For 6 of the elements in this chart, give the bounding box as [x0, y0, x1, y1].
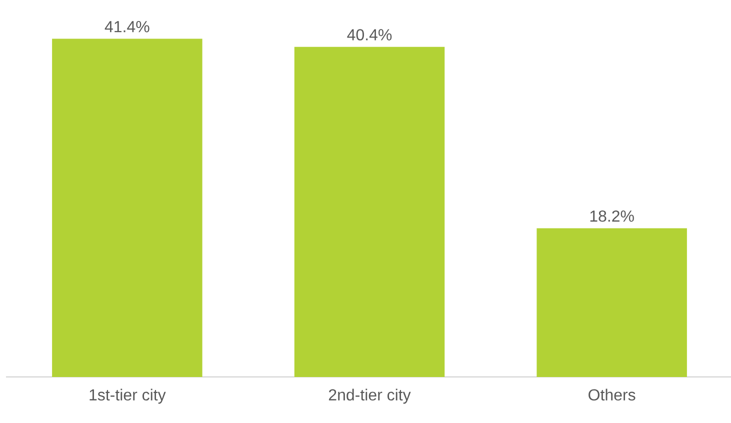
data-label: 41.4% — [104, 21, 150, 32]
x-tick-label: 1st-tier city — [90, 388, 166, 404]
x-tick-label: Others — [588, 388, 636, 401]
data-label: 18.2% — [590, 210, 634, 222]
x-tick-label: 2nd-tier city — [328, 388, 411, 404]
data-label: 40.4% — [347, 29, 392, 40]
